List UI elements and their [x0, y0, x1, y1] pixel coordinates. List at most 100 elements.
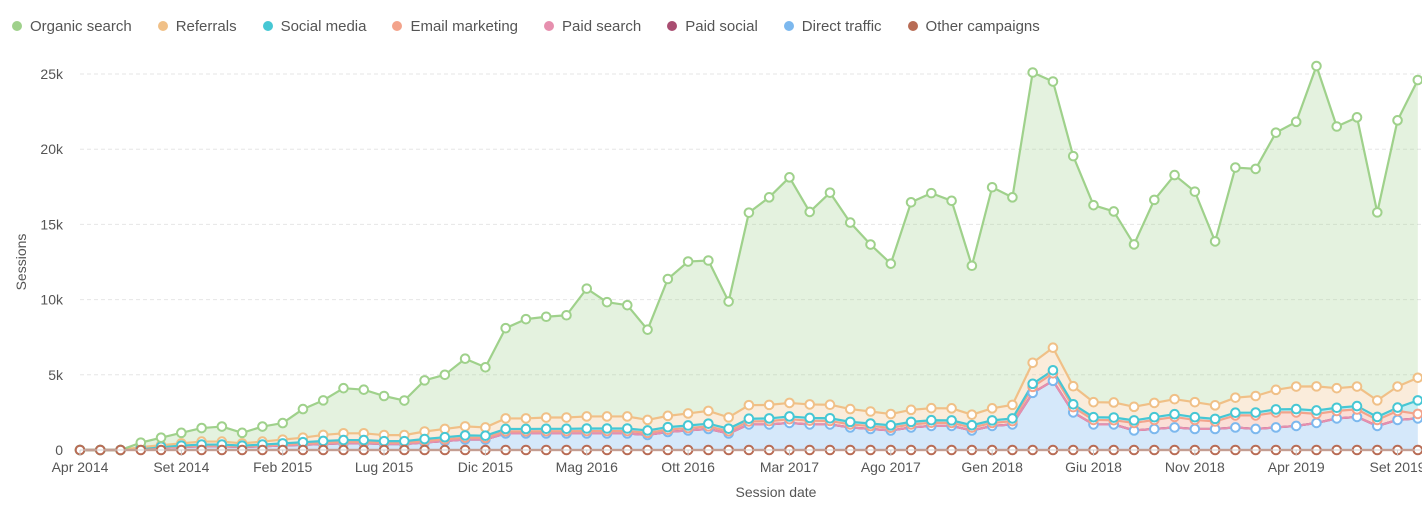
- point-organic-search[interactable]: [1088, 199, 1099, 211]
- point-social-media[interactable]: [338, 434, 349, 446]
- point-referrals[interactable]: [1209, 400, 1221, 411]
- point-referrals[interactable]: [1027, 357, 1038, 369]
- point-organic-search[interactable]: [277, 417, 289, 429]
- point-referrals[interactable]: [885, 408, 897, 420]
- point-direct-traffic[interactable]: [1392, 414, 1403, 426]
- point-social-media[interactable]: [905, 416, 917, 428]
- point-organic-search[interactable]: [581, 283, 593, 294]
- point-organic-search[interactable]: [601, 296, 613, 308]
- point-referrals[interactable]: [1108, 397, 1120, 408]
- point-direct-traffic[interactable]: [1311, 417, 1322, 429]
- point-social-media[interactable]: [1392, 402, 1403, 413]
- point-organic-search[interactable]: [1108, 206, 1120, 217]
- point-organic-search[interactable]: [1007, 192, 1018, 203]
- point-social-media[interactable]: [1412, 395, 1422, 406]
- point-organic-search[interactable]: [297, 403, 309, 415]
- point-social-media[interactable]: [1067, 398, 1079, 410]
- point-social-media[interactable]: [378, 435, 390, 447]
- point-organic-search[interactable]: [1230, 162, 1241, 173]
- point-organic-search[interactable]: [1128, 239, 1140, 250]
- point-social-media[interactable]: [1088, 411, 1099, 423]
- point-referrals[interactable]: [1290, 381, 1302, 392]
- point-referrals[interactable]: [1128, 401, 1140, 413]
- legend-item-direct-traffic[interactable]: Direct traffic: [783, 18, 882, 35]
- point-referrals[interactable]: [1007, 399, 1018, 411]
- point-social-media[interactable]: [1108, 412, 1120, 423]
- point-social-media[interactable]: [1128, 415, 1140, 426]
- point-organic-search[interactable]: [784, 172, 795, 183]
- point-organic-search[interactable]: [1270, 127, 1282, 138]
- point-referrals[interactable]: [1169, 393, 1180, 405]
- point-referrals[interactable]: [581, 411, 593, 422]
- point-organic-search[interactable]: [1209, 236, 1221, 247]
- point-organic-search[interactable]: [682, 256, 694, 267]
- point-organic-search[interactable]: [1290, 116, 1302, 128]
- point-organic-search[interactable]: [1027, 67, 1038, 78]
- legend-item-other-campaigns[interactable]: Other campaigns: [907, 18, 1040, 35]
- point-social-media[interactable]: [1311, 405, 1322, 416]
- legend-item-email-marketing[interactable]: Email marketing: [392, 18, 518, 35]
- point-referrals[interactable]: [1331, 382, 1343, 394]
- point-referrals[interactable]: [621, 411, 633, 422]
- point-direct-traffic[interactable]: [1270, 422, 1282, 433]
- point-social-media[interactable]: [540, 423, 552, 435]
- point-referrals[interactable]: [1088, 396, 1099, 408]
- point-organic-search[interactable]: [1250, 163, 1261, 175]
- point-referrals[interactable]: [500, 413, 511, 424]
- point-social-media[interactable]: [358, 434, 370, 446]
- point-social-media[interactable]: [844, 416, 856, 428]
- point-organic-search[interactable]: [743, 207, 755, 218]
- point-email-marketing[interactable]: [1412, 408, 1422, 420]
- point-social-media[interactable]: [1270, 404, 1282, 415]
- point-social-media[interactable]: [1331, 402, 1343, 414]
- point-direct-traffic[interactable]: [1250, 423, 1261, 435]
- point-referrals[interactable]: [804, 399, 816, 410]
- point-social-media[interactable]: [520, 423, 532, 435]
- point-organic-search[interactable]: [723, 296, 734, 307]
- legend-item-paid-search[interactable]: Paid search: [544, 18, 641, 35]
- point-organic-search[interactable]: [926, 187, 937, 199]
- point-social-media[interactable]: [1047, 364, 1059, 376]
- point-referrals[interactable]: [703, 405, 714, 417]
- point-organic-search[interactable]: [1412, 74, 1422, 86]
- point-social-media[interactable]: [621, 423, 633, 434]
- point-organic-search[interactable]: [317, 395, 329, 406]
- point-referrals[interactable]: [784, 397, 795, 409]
- point-referrals[interactable]: [1270, 384, 1282, 396]
- point-social-media[interactable]: [763, 413, 775, 424]
- point-organic-search[interactable]: [662, 273, 674, 285]
- point-social-media[interactable]: [581, 423, 593, 434]
- point-social-media[interactable]: [1371, 411, 1383, 423]
- point-referrals[interactable]: [1371, 395, 1383, 406]
- point-social-media[interactable]: [1250, 407, 1261, 418]
- point-social-media[interactable]: [601, 423, 613, 434]
- point-social-media[interactable]: [1149, 411, 1160, 423]
- point-referrals[interactable]: [520, 413, 532, 424]
- point-referrals[interactable]: [1149, 397, 1160, 409]
- point-referrals[interactable]: [926, 402, 937, 414]
- point-direct-traffic[interactable]: [1189, 423, 1201, 435]
- point-referrals[interactable]: [1392, 381, 1403, 392]
- point-referrals[interactable]: [1311, 381, 1322, 392]
- point-social-media[interactable]: [1189, 411, 1201, 423]
- point-organic-search[interactable]: [500, 322, 511, 334]
- point-social-media[interactable]: [500, 423, 511, 435]
- point-organic-search[interactable]: [338, 382, 349, 394]
- point-organic-search[interactable]: [378, 390, 390, 402]
- point-referrals[interactable]: [642, 414, 653, 426]
- point-organic-search[interactable]: [236, 427, 248, 439]
- point-referrals[interactable]: [1189, 396, 1201, 408]
- point-organic-search[interactable]: [1392, 115, 1403, 126]
- legend-item-referrals[interactable]: Referrals: [157, 18, 237, 35]
- point-social-media[interactable]: [439, 431, 451, 443]
- point-social-media[interactable]: [926, 414, 937, 426]
- point-social-media[interactable]: [1290, 403, 1302, 415]
- point-organic-search[interactable]: [540, 311, 552, 323]
- point-organic-search[interactable]: [480, 361, 491, 373]
- legend-item-social-media[interactable]: Social media: [262, 18, 366, 35]
- point-organic-search[interactable]: [1331, 121, 1343, 132]
- point-organic-search[interactable]: [885, 258, 897, 269]
- point-social-media[interactable]: [1230, 407, 1241, 419]
- point-social-media[interactable]: [824, 412, 836, 424]
- point-organic-search[interactable]: [561, 309, 572, 321]
